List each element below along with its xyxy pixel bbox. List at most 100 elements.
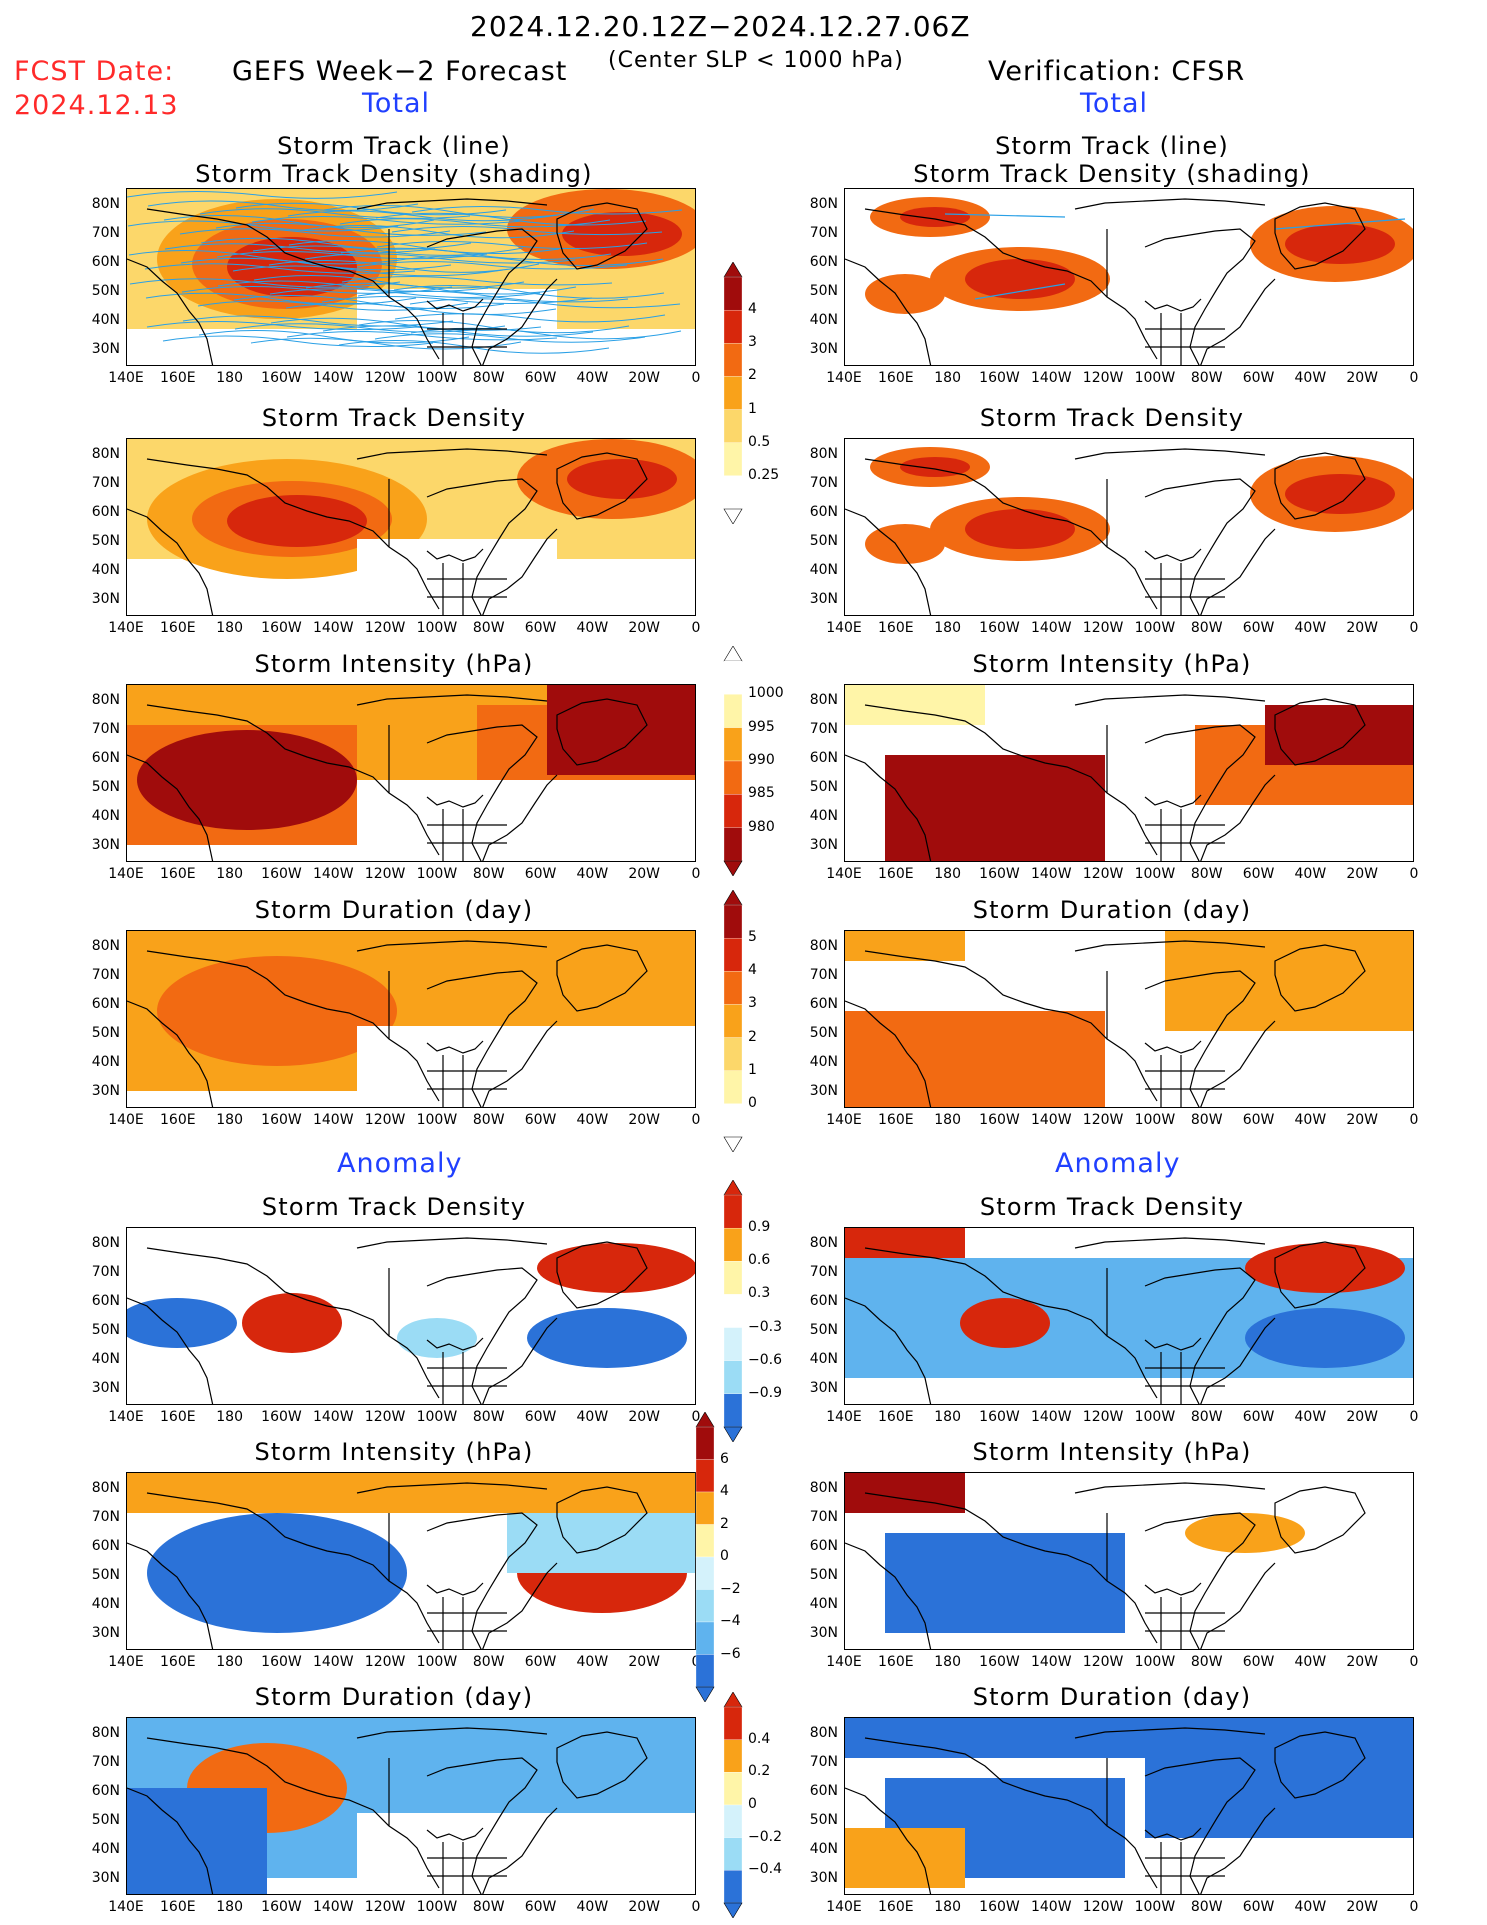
storm-track-line [217, 280, 489, 293]
field-shading [242, 1293, 342, 1353]
coastline-path [864, 208, 1158, 360]
lat-tick-label: 70N [91, 225, 120, 241]
coastline-path [426, 724, 538, 861]
lat-tick-label: 60N [91, 254, 120, 270]
lon-tick-label: 180 [216, 1899, 243, 1915]
lon-tick-label: 60W [1242, 1899, 1275, 1915]
lon-tick-label: 80W [472, 1112, 505, 1128]
lon-tick-label: 160W [261, 1409, 302, 1425]
lon-tick-label: 100W [1134, 1409, 1176, 1425]
storm-track-line [253, 274, 525, 289]
total-label-right: Total [1080, 88, 1149, 119]
storm-track-line [235, 202, 507, 216]
storm-track-line [393, 284, 665, 299]
lon-tick-label: 0 [1409, 866, 1419, 882]
lon-tick-label: 160W [261, 370, 302, 386]
fcst-date-value: 2024.12.13 [14, 90, 179, 121]
lon-tick-label: 160E [160, 1654, 196, 1670]
coastline-path [146, 458, 440, 610]
lon-tick-label: 160W [979, 1112, 1020, 1128]
colorbar-tick-label: −0.6 [748, 1351, 782, 1368]
coastline-path [1144, 298, 1202, 312]
lon-tick-label: 80W [1190, 620, 1223, 636]
lon-tick-label: 40W [1294, 370, 1327, 386]
lon-tick-label: 100W [416, 620, 458, 636]
lon-tick-label: 20W [628, 1899, 661, 1915]
lat-tick-label: 80N [809, 1235, 838, 1251]
lat-tick-label: 70N [809, 225, 838, 241]
lat-tick-label: 60N [91, 504, 120, 520]
lon-tick-label: 20W [628, 1409, 661, 1425]
lon-tick-label: 80W [472, 620, 505, 636]
coastline-path [1074, 198, 1266, 210]
lon-tick-label: 160E [878, 1654, 914, 1670]
lon-tick-row: 140E 160E 180 160W 140W 120W 100W 80W 60W 40W 20W 0 [108, 1112, 746, 1130]
field-block [845, 1011, 1105, 1107]
anomaly-label-left: Anomaly [337, 1148, 463, 1179]
field-shading [865, 524, 945, 564]
coastline-path [146, 1247, 440, 1399]
coastline-path [1144, 1512, 1256, 1649]
panel-title-line1: Storm Track (line) [277, 132, 511, 160]
lat-tick-label: 80N [91, 196, 120, 212]
colorbar-tick-label: 990 [748, 752, 775, 768]
lat-tick-label: 60N [91, 996, 120, 1012]
lat-tick-label: 30N [91, 1870, 120, 1886]
coastline-path [1145, 1597, 1225, 1649]
field-shading [1285, 474, 1395, 514]
field-block [127, 1788, 267, 1894]
lat-tick-label: 30N [91, 1625, 120, 1641]
lat-tick-label: 70N [809, 1754, 838, 1770]
colorbar-swatch [723, 1870, 743, 1904]
lat-tick-label: 60N [809, 750, 838, 766]
coastline-path [426, 970, 538, 1107]
lon-tick-label: 180 [934, 866, 961, 882]
coastline-path [556, 452, 648, 520]
field-shading [965, 509, 1075, 549]
colorbar-swatch [723, 660, 743, 695]
coastline-path [1144, 1267, 1256, 1404]
colorbar-swatch [695, 1621, 715, 1655]
lat-tick-label: 50N [809, 283, 838, 299]
lon-tick-label: 80W [472, 866, 505, 882]
colorbar-tick-label: 1 [748, 1061, 757, 1078]
lon-tick-label: 80W [472, 1899, 505, 1915]
lon-tick-label: 40W [1294, 1112, 1327, 1128]
coastline-path [1144, 1582, 1202, 1596]
lat-tick-label: 60N [91, 1293, 120, 1309]
coastline-path [127, 1542, 214, 1649]
lat-tick-label: 70N [91, 967, 120, 983]
lon-tick-label: 40W [576, 1899, 609, 1915]
lon-tick-label: 0 [1409, 370, 1419, 386]
storm-track-line [394, 313, 666, 323]
lon-tick-label: 100W [1134, 1112, 1176, 1128]
lon-tick-label: 140E [108, 1409, 144, 1425]
coastline-path [356, 1482, 548, 1494]
lon-tick-label: 60W [1242, 1409, 1275, 1425]
lon-tick-label: 60W [1242, 1112, 1275, 1128]
colorbar-intensity-anom: 6 4 2 0 −2 −4 −6 [694, 1411, 741, 1706]
lon-tick-label: 40W [576, 620, 609, 636]
coastline-path [1200, 1020, 1276, 1107]
colorbar-arrow-bottom [723, 1426, 743, 1443]
lon-tick-label: 100W [416, 1654, 458, 1670]
lon-tick-label: 160E [878, 1112, 914, 1128]
field-shading [157, 956, 397, 1066]
storm-track-line [180, 257, 452, 271]
coastline-path [1144, 970, 1256, 1107]
field-shading [1185, 1513, 1305, 1553]
coastline-path [146, 1737, 440, 1889]
colorbar-duration-anom: 0.4 0.2 0 −0.2 −0.4 [722, 1691, 782, 1922]
panel-title-duration-left: Storm Duration (day) [254, 896, 534, 924]
lon-tick-label: 20W [1346, 1654, 1379, 1670]
lat-tick-label: 30N [809, 837, 838, 853]
coastline-path [356, 448, 548, 460]
colorbar-swatch [723, 794, 743, 828]
storm-track-line [127, 220, 399, 232]
lon-tick-label: 140E [108, 1654, 144, 1670]
colorbar-tick-label: 3 [748, 995, 757, 1012]
panel-anom-intensity-forecast [126, 1472, 696, 1650]
lat-tick-label: 80N [91, 1725, 120, 1741]
colorbar-density-anom: 0.9 0.6 0.3 −0.3 −0.6 −0.9 [722, 1179, 782, 1446]
field-shading [567, 459, 677, 499]
